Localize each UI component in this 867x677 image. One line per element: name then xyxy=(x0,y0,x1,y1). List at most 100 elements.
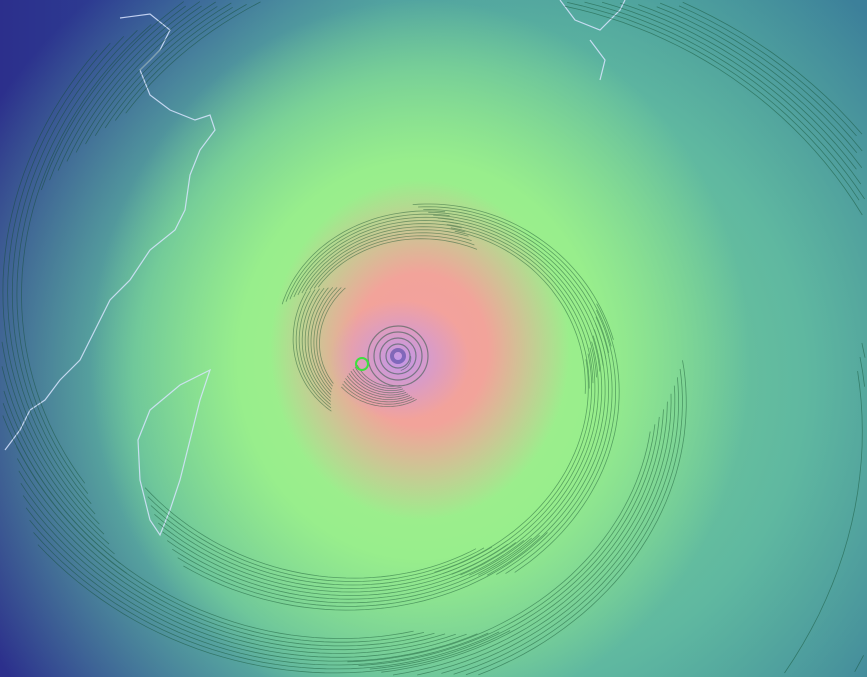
streamline xyxy=(177,535,540,607)
streamline xyxy=(469,335,603,576)
streamline xyxy=(342,383,415,405)
streamline xyxy=(281,210,446,305)
streamline xyxy=(307,287,332,396)
streamline xyxy=(293,220,458,298)
streamline xyxy=(859,357,865,387)
streamline xyxy=(638,4,863,168)
streamline xyxy=(418,206,612,347)
streamline xyxy=(478,329,606,576)
streamline xyxy=(75,1,216,153)
streamline xyxy=(304,287,331,399)
streamline xyxy=(29,519,489,666)
streamline xyxy=(347,431,651,663)
cyclone-eye-ring xyxy=(390,348,406,364)
streamline xyxy=(567,2,860,201)
streamline xyxy=(21,24,152,484)
streamline xyxy=(15,433,414,639)
streamline xyxy=(433,214,604,366)
streamline xyxy=(381,409,664,673)
streamline xyxy=(162,531,517,597)
streamline xyxy=(22,495,467,658)
streamline xyxy=(412,203,614,340)
streamline xyxy=(505,310,616,574)
streamline xyxy=(166,539,525,600)
streamline xyxy=(356,364,401,387)
streamline xyxy=(292,291,332,412)
streamline xyxy=(487,322,610,576)
streamline xyxy=(317,238,478,288)
streamline xyxy=(295,290,332,409)
streamline xyxy=(423,209,610,354)
streamline xyxy=(309,232,472,291)
streamline xyxy=(285,213,450,302)
coastline-korea-japan xyxy=(4,13,216,451)
streamline xyxy=(1,366,110,545)
streamline xyxy=(417,393,672,676)
streamline xyxy=(454,230,586,394)
streamline xyxy=(183,532,548,611)
streamline xyxy=(350,370,405,394)
streamline xyxy=(150,505,493,586)
streamline xyxy=(297,223,462,296)
streamline xyxy=(310,287,334,393)
streamline xyxy=(2,415,128,574)
streamline xyxy=(66,5,202,162)
streamline xyxy=(442,220,597,378)
cyclone-eye-ring xyxy=(367,325,429,387)
streamline xyxy=(345,378,411,400)
streamline xyxy=(346,375,409,398)
streamline xyxy=(125,1,261,114)
streamline xyxy=(601,1,862,185)
streamline xyxy=(478,360,687,676)
streamline xyxy=(2,49,100,525)
streamline xyxy=(158,522,509,593)
streamline xyxy=(400,355,412,371)
streamline xyxy=(352,368,404,391)
streamline xyxy=(453,377,680,675)
streamline xyxy=(341,386,417,407)
streamline xyxy=(460,341,599,576)
streamline xyxy=(1,341,105,535)
streamline xyxy=(3,390,115,555)
streamline xyxy=(369,416,660,670)
streamline xyxy=(442,353,592,574)
streamline xyxy=(104,6,233,129)
streamline xyxy=(358,424,656,666)
streamline xyxy=(348,373,407,396)
streamline xyxy=(305,229,469,292)
streamline xyxy=(659,2,863,152)
streamline xyxy=(861,342,866,358)
streamline xyxy=(40,1,184,191)
streamline xyxy=(584,1,865,200)
streamline xyxy=(678,5,857,137)
streamline xyxy=(354,366,402,389)
streamline xyxy=(289,216,454,300)
cyclone-eye-ring xyxy=(379,337,417,375)
streamline xyxy=(619,2,857,170)
cyclone-eye-ring xyxy=(373,331,423,381)
streamline xyxy=(441,385,676,674)
streamline xyxy=(114,4,247,121)
streamline xyxy=(450,227,590,389)
streamline xyxy=(11,36,125,505)
streamline xyxy=(172,537,532,604)
streamline xyxy=(656,6,858,153)
streamline xyxy=(85,6,218,145)
streamline xyxy=(313,235,475,289)
streamline xyxy=(298,289,331,405)
streamline xyxy=(564,5,863,216)
streamline xyxy=(784,371,863,674)
streamline xyxy=(319,287,346,384)
cyclone-eye-ring xyxy=(385,343,411,369)
streamline xyxy=(313,287,338,390)
streamline xyxy=(437,217,601,372)
streamline xyxy=(144,487,477,579)
coastline-north xyxy=(559,0,626,81)
location-marker-icon[interactable] xyxy=(355,357,369,371)
streamline xyxy=(37,544,511,674)
streamline xyxy=(514,303,620,573)
streamline xyxy=(154,513,501,589)
streamline xyxy=(854,655,864,672)
